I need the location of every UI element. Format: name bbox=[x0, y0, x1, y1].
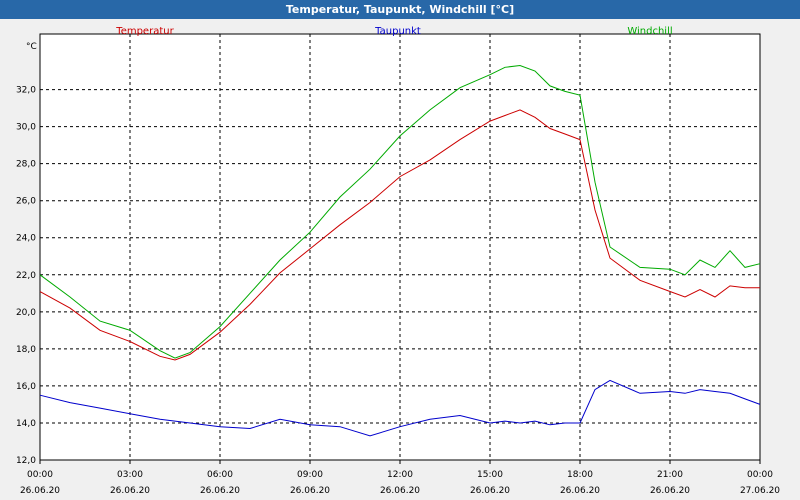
x-tick-time: 06:00 bbox=[207, 470, 233, 480]
x-tick-time: 15:00 bbox=[477, 470, 503, 480]
legend-item: Temperatur bbox=[115, 26, 174, 37]
grid-lines bbox=[40, 34, 760, 460]
legend-item: Windchill bbox=[627, 26, 672, 37]
y-tick-label: 20,0 bbox=[16, 308, 36, 318]
x-tick-time: 21:00 bbox=[657, 470, 683, 480]
legend-item: Taupunkt bbox=[374, 26, 421, 37]
chart-title: Temperatur, Taupunkt, Windchill [°C] bbox=[0, 0, 800, 19]
y-tick-label: 30,0 bbox=[16, 123, 36, 133]
y-tick-label: 18,0 bbox=[16, 345, 36, 355]
legend: Temperatur Taupunkt Windchill bbox=[115, 26, 672, 37]
y-tick-label: 32,0 bbox=[16, 86, 36, 96]
y-tick-label: 22,0 bbox=[16, 271, 36, 281]
y-axis-ticks: 12,0 14,0 16,0 18,0 20,0 22,0 24,0 26,0 28,0 30,0… bbox=[16, 86, 36, 466]
x-tick-time: 03:00 bbox=[117, 470, 143, 480]
x-tick-date: 26.06.20 bbox=[20, 486, 60, 496]
x-tick-date: 26.06.20 bbox=[650, 486, 690, 496]
x-tick-time: 00:00 bbox=[747, 470, 773, 480]
x-tick-time: 00:00 bbox=[27, 470, 53, 480]
y-tick-label: 28,0 bbox=[16, 160, 36, 170]
series-line-taupunkt bbox=[39, 379, 761, 437]
x-tick-date: 26.06.20 bbox=[560, 486, 600, 496]
x-tick-time: 18:00 bbox=[567, 470, 593, 480]
y-tick-label: 12,0 bbox=[16, 456, 36, 466]
x-tick-date: 26.06.20 bbox=[290, 486, 330, 496]
x-tick-date: 27.06.20 bbox=[740, 486, 780, 496]
y-tick-label: 14,0 bbox=[16, 419, 36, 429]
x-tick-date: 26.06.20 bbox=[110, 486, 150, 496]
x-tick-date: 26.06.20 bbox=[380, 486, 420, 496]
x-tick-time: 12:00 bbox=[387, 470, 413, 480]
series-line-windchill bbox=[39, 64, 761, 359]
x-tick-time: 09:00 bbox=[297, 470, 323, 480]
series-line-temperatur bbox=[39, 109, 760, 361]
series-lines bbox=[39, 64, 761, 437]
y-tick-label: 16,0 bbox=[16, 382, 36, 392]
y-tick-label: 24,0 bbox=[16, 234, 36, 244]
x-axis-ticks: 00:00 26.06.20 03:00 26.06.20 06:00 26.06.20 0… bbox=[20, 460, 780, 496]
y-axis-unit-label: °C bbox=[26, 42, 37, 52]
x-tick-date: 26.06.20 bbox=[470, 486, 510, 496]
y-tick-label: 26,0 bbox=[16, 197, 36, 207]
x-tick-date: 26.06.20 bbox=[200, 486, 240, 496]
